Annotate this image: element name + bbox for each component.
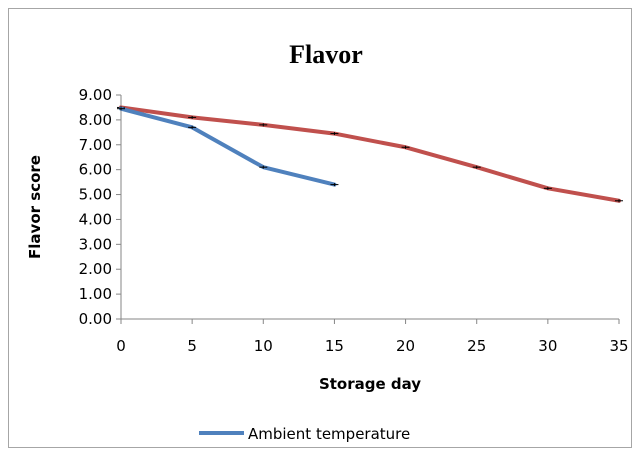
legend-label-ambient: Ambient temperature xyxy=(248,425,410,443)
x-tick-label: 10 xyxy=(254,337,273,355)
x-tick-label: 20 xyxy=(396,337,415,355)
flavor-line-chart: Flavor 0.00 1.00 2.00 3.00 4.00 5.00 6.00 7.00 8… xyxy=(26,40,629,443)
y-tick-label: 7.00 xyxy=(79,136,112,154)
series-line-1 xyxy=(119,105,621,203)
legend: Ambient temperature xyxy=(199,425,410,443)
y-tick-label: 6.00 xyxy=(79,161,112,179)
x-axis-title: Storage day xyxy=(319,375,421,393)
y-tick-label: 2.00 xyxy=(79,260,112,278)
y-tick-label: 3.00 xyxy=(79,235,112,253)
y-axis-ticks: 0.00 1.00 2.00 3.00 4.00 5.00 6.00 7.00 8.00 9.00 xyxy=(79,86,121,328)
y-tick-label: 9.00 xyxy=(79,86,112,104)
y-tick-label: 4.00 xyxy=(79,210,112,228)
y-axis-title: Flavor score xyxy=(26,155,44,259)
x-tick-label: 0 xyxy=(116,337,126,355)
x-tick-label: 30 xyxy=(538,337,557,355)
chart-frame: Flavor 0.00 1.00 2.00 3.00 4.00 5.00 6.00 7.00 8… xyxy=(8,8,632,448)
chart-title: Flavor xyxy=(289,40,363,69)
x-tick-label: 35 xyxy=(609,337,628,355)
series-line-0 xyxy=(119,106,337,187)
y-tick-label: 1.00 xyxy=(79,285,112,303)
y-tick-label: 0.00 xyxy=(79,310,112,328)
x-tick-label: 5 xyxy=(187,337,197,355)
x-tick-label: 15 xyxy=(325,337,344,355)
y-tick-label: 5.00 xyxy=(79,186,112,204)
x-tick-label: 25 xyxy=(467,337,486,355)
y-tick-label: 8.00 xyxy=(79,111,112,129)
series-layer xyxy=(117,105,623,203)
x-axis-ticks: 0 5 10 15 20 25 30 35 xyxy=(116,319,629,355)
